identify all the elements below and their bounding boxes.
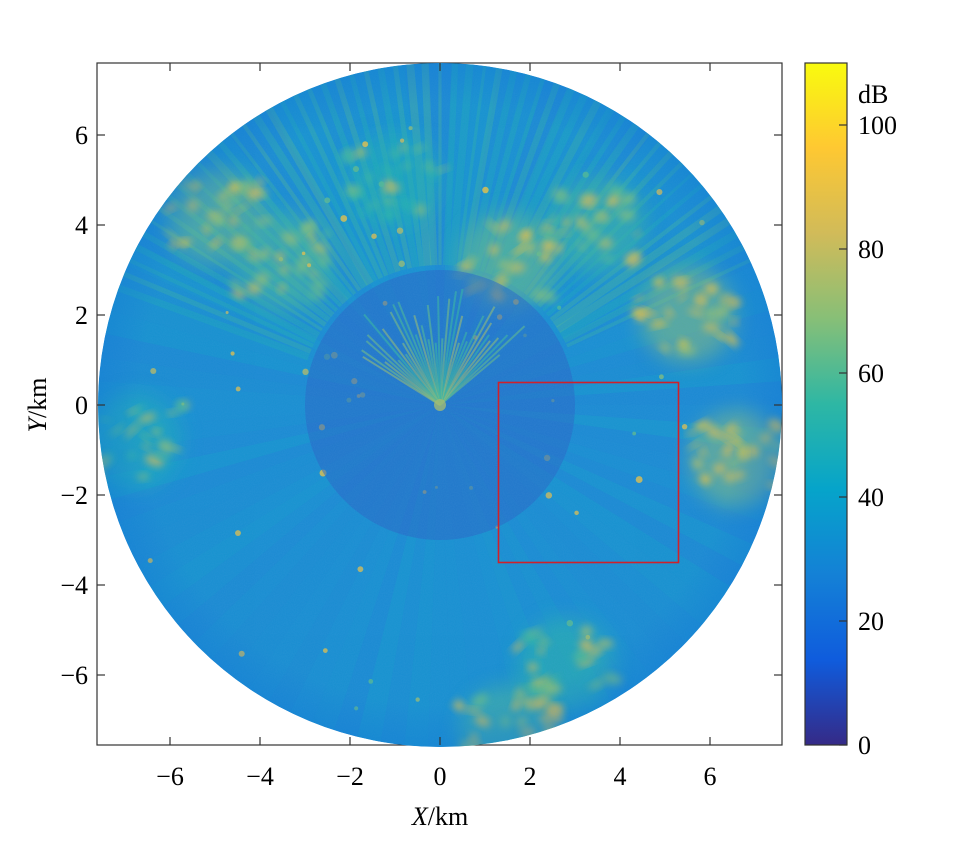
highlight-box [497, 381, 680, 564]
colorbar-tick-label: 80 [858, 235, 884, 264]
y-tick-label: 6 [75, 121, 88, 150]
x-tick-label: 4 [614, 762, 627, 791]
colorbar: dB 0 20 40 60 80 100 [804, 62, 897, 760]
x-tick-label: −6 [156, 762, 184, 791]
x-tick-label: 2 [524, 762, 537, 791]
colorbar-ticks: 0 20 40 60 80 100 [839, 111, 897, 760]
x-axis-var: X [411, 802, 429, 831]
y-axis-ticks: 6 4 2 0 −2 −4 −6 [60, 121, 782, 690]
y-tick-label: −2 [60, 481, 88, 510]
colorbar-tick-label: 100 [858, 111, 897, 140]
x-tick-label: 0 [434, 762, 447, 791]
echo-cell [489, 756, 506, 768]
echo-cell [537, 766, 550, 772]
x-axis-unit: /km [428, 802, 468, 831]
radar-disc [84, 63, 782, 772]
colorbar-unit: dB [858, 80, 888, 109]
y-axis-unit: /km [23, 378, 52, 418]
x-axis-title: X/km [411, 802, 468, 831]
x-tick-label: −2 [336, 762, 364, 791]
colorbar-tick-label: 60 [858, 359, 884, 388]
y-axis-var: Y [23, 415, 52, 432]
colorbar-tick-label: 0 [858, 731, 871, 760]
y-tick-label: 4 [75, 211, 88, 240]
y-tick-label: 0 [75, 391, 88, 420]
echo-cell [494, 756, 511, 772]
x-axis-ticks: −6 −4 −2 0 2 4 6 [156, 63, 717, 791]
colorbar-tick-label: 20 [858, 607, 884, 636]
y-tick-label: −4 [60, 571, 88, 600]
disc-edge-glow [98, 63, 782, 747]
y-tick-label: −6 [60, 661, 88, 690]
echo-cell [84, 443, 97, 455]
x-tick-label: −4 [246, 762, 274, 791]
echo-cell [530, 748, 542, 758]
y-tick-label: 2 [75, 301, 88, 330]
echo-cell [458, 749, 475, 760]
colorbar-scale [804, 62, 848, 746]
echo-cell [98, 463, 101, 474]
y-axis-title: Y/km [23, 378, 52, 433]
colorbar-tick-label: 40 [858, 483, 884, 512]
echo-cell [500, 746, 518, 763]
x-tick-label: 6 [704, 762, 717, 791]
echo-cell [505, 757, 521, 767]
